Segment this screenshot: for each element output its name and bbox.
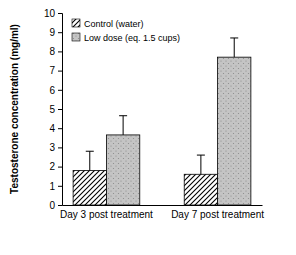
legend-label: Control (water) bbox=[84, 19, 144, 29]
error-cap bbox=[197, 155, 205, 156]
y-tick-label: 5 bbox=[49, 104, 55, 115]
plot-area bbox=[73, 38, 251, 205]
bar bbox=[218, 57, 251, 205]
error-stem bbox=[89, 151, 90, 170]
y-tick-mark bbox=[58, 167, 62, 168]
legend: Control (water) Low dose (eq. 1.5 cups) bbox=[72, 19, 180, 43]
y-tick-mark bbox=[58, 51, 62, 52]
x-axis: Day 3 post treatment Day 7 post treatment bbox=[60, 205, 264, 220]
legend-swatch bbox=[72, 33, 80, 41]
chart: 0 1 2 3 4 5 6 7 8 9 10 Day 3 post treatment Day 7 po… bbox=[0, 0, 296, 255]
y-tick-label: 6 bbox=[49, 85, 55, 96]
y-tick-mark bbox=[58, 128, 62, 129]
y-tick-label: 0 bbox=[49, 200, 55, 211]
y-tick: 10 bbox=[44, 8, 62, 19]
bar bbox=[73, 170, 106, 205]
error-cap bbox=[119, 115, 127, 116]
y-tick: 4 bbox=[49, 123, 62, 134]
y-tick-mark bbox=[58, 205, 62, 206]
error-bar bbox=[230, 38, 238, 57]
y-tick-mark bbox=[58, 71, 62, 72]
y-tick: 7 bbox=[49, 65, 62, 76]
error-bar bbox=[86, 151, 94, 170]
y-tick-label: 2 bbox=[49, 161, 55, 172]
bar bbox=[106, 135, 139, 205]
y-tick-label: 3 bbox=[49, 142, 55, 153]
y-tick-label: 8 bbox=[49, 46, 55, 57]
y-axis-line bbox=[58, 14, 63, 206]
y-tick-mark bbox=[58, 90, 62, 91]
error-stem bbox=[234, 38, 235, 57]
y-tick: 5 bbox=[49, 104, 62, 115]
x-tick: Day 7 post treatment bbox=[171, 205, 264, 220]
x-tick: Day 3 post treatment bbox=[60, 205, 153, 220]
error-stem bbox=[123, 116, 124, 135]
legend-swatch bbox=[72, 19, 80, 27]
y-tick: 9 bbox=[49, 27, 62, 38]
y-tick-mark bbox=[58, 186, 62, 187]
error-cap bbox=[230, 37, 238, 38]
error-bar bbox=[197, 155, 205, 174]
legend-label: Low dose (eq. 1.5 cups) bbox=[84, 33, 180, 43]
bar bbox=[184, 174, 217, 205]
error-bar bbox=[119, 116, 127, 135]
y-tick: 2 bbox=[49, 161, 62, 172]
y-tick-mark bbox=[58, 109, 62, 110]
y-tick-label: 1 bbox=[49, 181, 55, 192]
y-tick: 3 bbox=[49, 142, 62, 153]
y-tick: 8 bbox=[49, 46, 62, 57]
y-tick-mark bbox=[58, 32, 62, 33]
y-axis-title: Testosterone concentration (mg/ml) bbox=[9, 24, 20, 194]
error-stem bbox=[200, 155, 201, 174]
y-tick-label: 9 bbox=[49, 27, 55, 38]
x-tick-label: Day 3 post treatment bbox=[60, 209, 153, 220]
y-tick: 1 bbox=[49, 181, 62, 192]
y-tick-label: 7 bbox=[49, 65, 55, 76]
y-tick: 6 bbox=[49, 85, 62, 96]
y-tick-label: 4 bbox=[49, 123, 55, 134]
error-cap bbox=[86, 151, 94, 152]
y-tick-label: 10 bbox=[44, 8, 56, 19]
x-axis-line bbox=[63, 205, 263, 206]
x-tick-label: Day 7 post treatment bbox=[171, 209, 264, 220]
y-tick-mark bbox=[58, 147, 62, 148]
y-tick-mark bbox=[58, 13, 62, 14]
y-axis: 0 1 2 3 4 5 6 7 8 9 10 bbox=[44, 8, 63, 211]
